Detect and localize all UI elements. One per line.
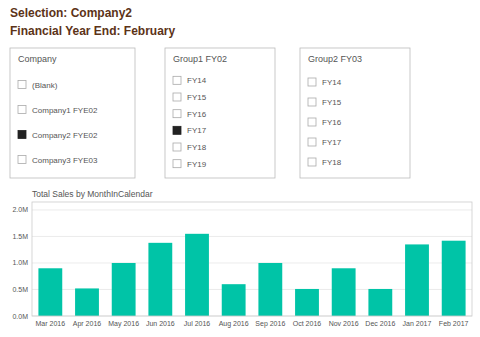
x-tick-label: Feb 2017 [439,320,469,327]
bar [258,263,282,316]
y-tick-label: 0.0M [12,313,28,320]
bar [38,268,62,316]
checkbox [308,118,316,126]
filter-frame [165,48,275,178]
checkbox [173,76,181,84]
checkbox [308,158,316,166]
x-tick-label: Oct 2016 [293,320,322,327]
checkbox [308,138,316,146]
x-tick-label: Sep 2016 [255,320,285,328]
plot-frame [32,202,472,316]
filter-item: FY16 [187,110,207,119]
y-tick-label: 2.0M [12,206,28,213]
checkbox [308,98,316,106]
filter-item: FY14 [322,78,342,87]
y-tick-label: 1.5M [12,233,28,240]
bar [148,243,172,316]
x-tick-label: Jul 2016 [184,320,211,327]
y-tick-label: 0.5M [12,286,28,293]
header-title: Selection: Company2 [10,6,132,20]
filter-title: Group1 FY02 [173,54,227,64]
bar [185,234,209,316]
page: Selection: Company2 Financial Year End: F… [0,0,480,337]
filter-item: FY15 [187,93,207,102]
bar [332,268,356,316]
x-tick-label: Nov 2016 [329,320,359,327]
filter-item: Company3 FYE03 [32,156,98,165]
filter-item: FY17 [187,126,207,135]
x-tick-label: Jan 2017 [403,320,432,327]
filter-item: FY15 [322,98,342,107]
filter-box: Company (Blank) Company1 FYE02 Company2 FYE… [10,48,135,178]
filter-item: (Blank) [32,81,58,90]
filter-item: FY18 [322,158,342,167]
filter-item: FY17 [322,138,342,147]
grid [32,210,472,316]
checkbox [18,106,26,114]
grid-line [32,209,472,210]
x-tick-label: Mar 2016 [36,320,66,327]
x-tick-label: Jun 2016 [146,320,175,327]
checkbox [18,81,26,89]
grid-line [32,236,472,237]
bar [222,284,246,316]
y-tick-label: 1.0M [12,259,28,266]
filter-item: FY19 [187,160,207,169]
bar [75,288,99,316]
x-tick-label: May 2016 [108,320,139,328]
filter-item: Company2 FYE02 [32,131,98,140]
bar [405,244,429,316]
checkbox [173,110,181,118]
filter-item: FY14 [187,76,207,85]
filter-item: FY16 [322,118,342,127]
bar [442,241,466,316]
x-tick-label: Aug 2016 [219,320,249,328]
filter-box: Group2 FY03 FY14 FY15 FY16 FY17 FY18 [300,48,410,178]
x-tick-label: Dec 2016 [365,320,395,327]
checkbox [18,131,26,139]
filter-item: Company1 FYE02 [32,106,98,115]
chart-title: Total Sales by MonthInCalendar [32,189,153,199]
checkbox [308,78,316,86]
header-subtitle: Financial Year End: February [10,24,175,38]
checkbox [173,126,181,134]
bar [295,289,319,316]
filter-frame [10,48,135,178]
filter-box: Group1 FY02 FY14 FY15 FY16 FY17 FY18 FY19 [165,48,275,178]
filter-frame [300,48,410,178]
checkbox [173,143,181,151]
checkbox [173,93,181,101]
checkbox [173,160,181,168]
filter-title: Company [18,54,57,64]
checkbox [18,156,26,164]
bars [38,234,465,316]
bar [112,263,136,316]
x-tick-label: Apr 2016 [73,320,102,328]
bar [368,289,392,316]
filter-title: Group2 FY03 [308,54,362,64]
filter-item: FY18 [187,143,207,152]
